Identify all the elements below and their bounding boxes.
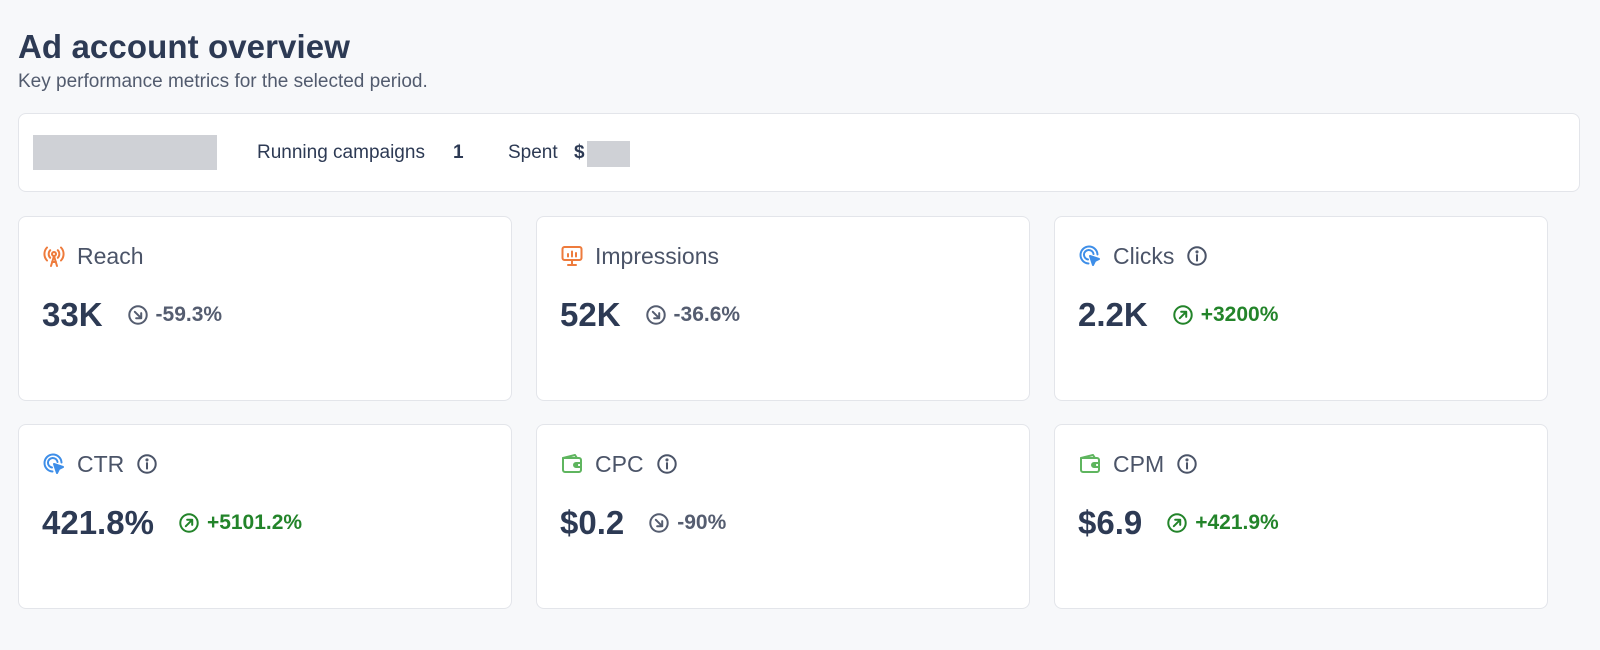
- trend-up-icon: [1172, 304, 1194, 326]
- metric-label: CPM: [1113, 450, 1165, 477]
- metric-change: -36.6%: [673, 303, 741, 326]
- presentation-chart-icon: [560, 244, 584, 268]
- trend-up-icon: [1166, 512, 1188, 534]
- broadcast-icon: [42, 244, 66, 268]
- metric-change: -90%: [677, 511, 727, 534]
- info-icon[interactable]: [1176, 453, 1198, 475]
- page-subtitle: Key performance metrics for the selected…: [18, 71, 428, 92]
- metric-change: +3200%: [1200, 303, 1279, 326]
- metric-card-cpm: CPM $6.9 +421.9%: [1054, 424, 1548, 609]
- metric-card-cpc: CPC $0.2 -90%: [536, 424, 1030, 609]
- metric-change: -59.3%: [155, 303, 223, 326]
- metric-value: $6.9: [1078, 504, 1143, 541]
- metric-change: +5101.2%: [206, 511, 303, 534]
- metric-value: 33K: [42, 296, 103, 333]
- running-campaigns-label: Running campaigns: [257, 142, 425, 163]
- metric-label: Clicks: [1113, 242, 1175, 269]
- metric-change: +421.9%: [1195, 511, 1279, 534]
- page-title: Ad account overview: [18, 28, 350, 65]
- metric-card-ctr: CTR 421.8% +5101.2%: [18, 424, 512, 609]
- metric-value: $0.2: [560, 504, 625, 541]
- cursor-click-icon: [1078, 244, 1102, 268]
- spent-currency: $: [574, 142, 585, 163]
- spent-amount-redacted: [587, 141, 630, 167]
- info-icon[interactable]: [136, 453, 158, 475]
- wallet-icon: [1078, 452, 1102, 476]
- metric-card-clicks: Clicks 2.2K +3200%: [1054, 216, 1548, 401]
- metric-value: 421.8%: [42, 504, 154, 541]
- running-campaigns-count: 1: [453, 142, 464, 163]
- metric-value: 52K: [560, 296, 621, 333]
- metric-label: Impressions: [595, 242, 719, 269]
- account-summary-bar: Running campaigns 1 Spent $: [18, 113, 1580, 192]
- wallet-icon: [560, 452, 584, 476]
- metric-value: 2.2K: [1078, 296, 1148, 333]
- info-icon[interactable]: [1186, 245, 1208, 267]
- trend-up-icon: [178, 512, 200, 534]
- metric-label: CPC: [595, 450, 644, 477]
- metric-label: CTR: [77, 450, 125, 477]
- metric-label: Reach: [77, 242, 144, 269]
- account-name-redacted[interactable]: [33, 135, 217, 170]
- trend-down-icon: [648, 512, 670, 534]
- cursor-click-icon: [42, 452, 66, 476]
- trend-down-icon: [127, 304, 149, 326]
- info-icon[interactable]: [656, 453, 678, 475]
- metric-card-impressions: Impressions 52K -36.6%: [536, 216, 1030, 401]
- metric-card-reach: Reach 33K -59.3%: [18, 216, 512, 401]
- spent-label: Spent: [508, 142, 558, 163]
- trend-down-icon: [645, 304, 667, 326]
